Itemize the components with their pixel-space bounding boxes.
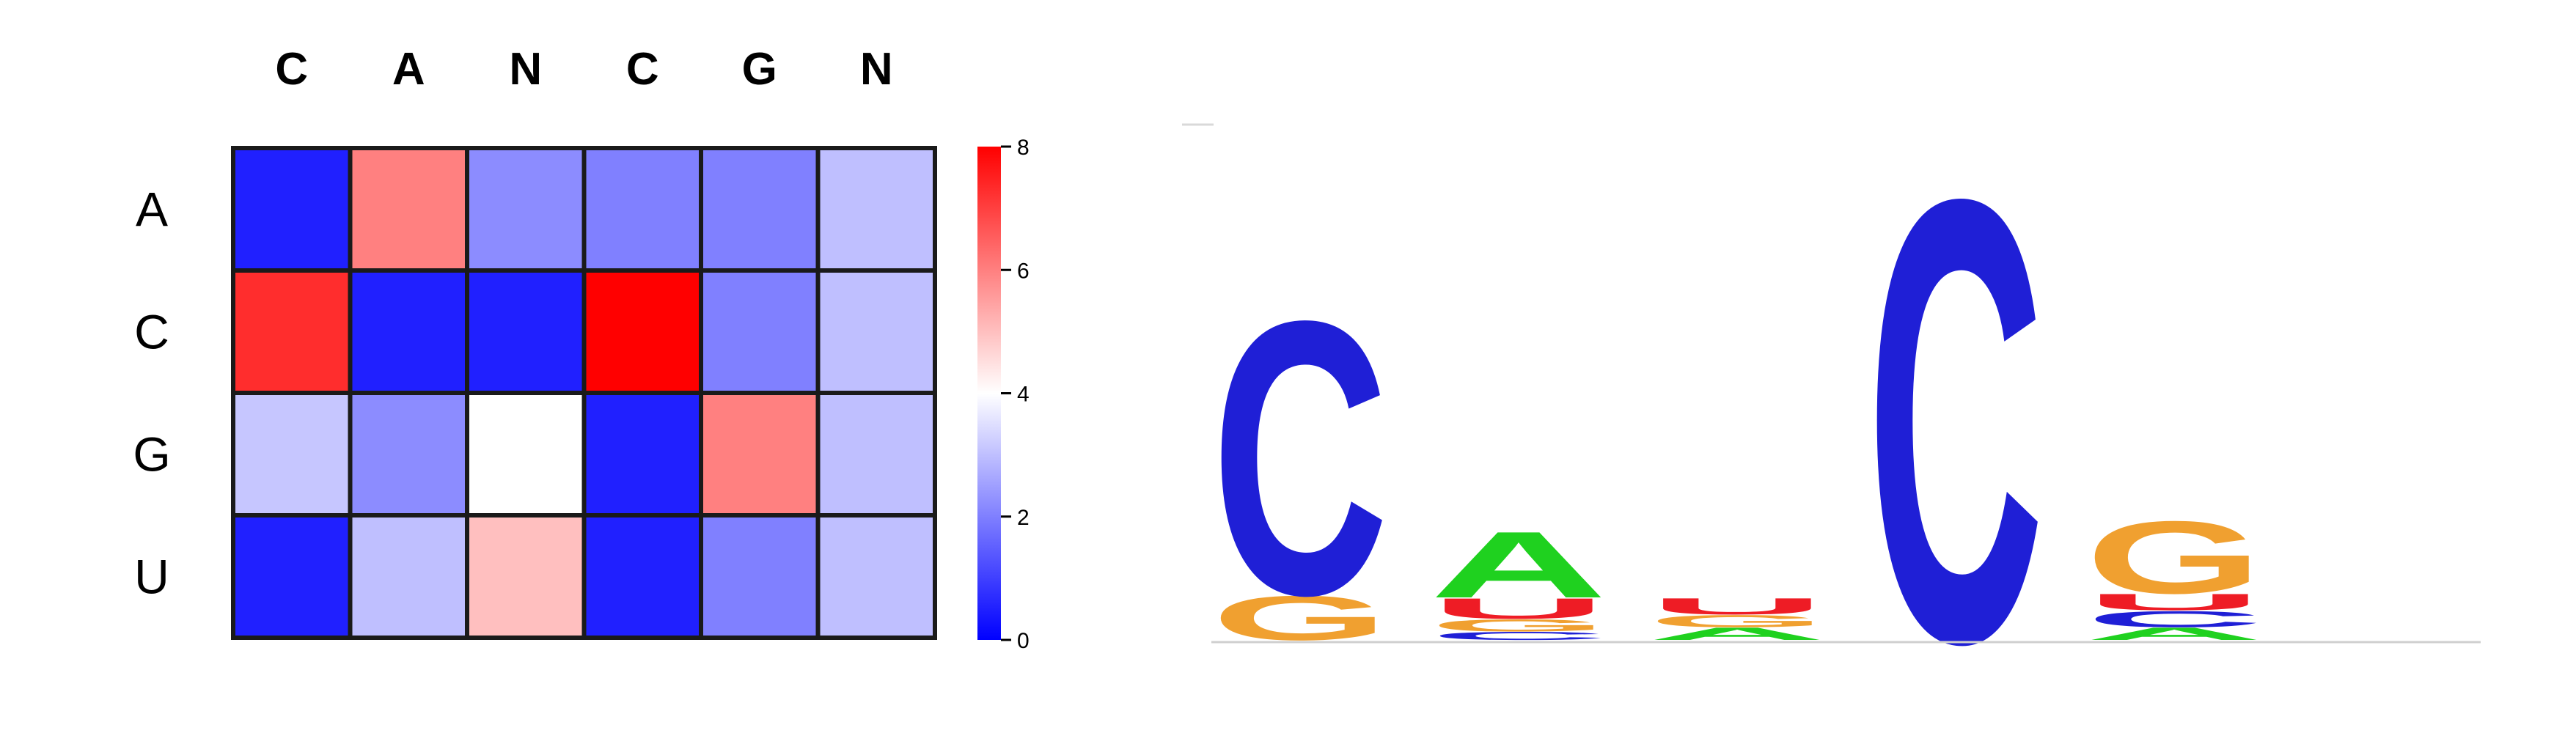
heatmap-cell-G-2 bbox=[467, 393, 584, 515]
colorbar-tick-label-2: 2 bbox=[1017, 506, 1030, 530]
logo-letter-C-pos1: C bbox=[1211, 240, 1389, 677]
logo-letter-glyph: C bbox=[1211, 240, 1389, 677]
logo-letter-glyph: U bbox=[1648, 593, 1826, 619]
heatmap-cell-U-1 bbox=[350, 515, 467, 638]
heatmap-cell-C-3 bbox=[584, 270, 701, 393]
logo-letter-A-pos5: A bbox=[2085, 624, 2263, 644]
heatmap-cell-U-2 bbox=[467, 515, 584, 638]
heatmap-grid bbox=[231, 146, 937, 640]
logo-letter-glyph: U bbox=[2085, 589, 2263, 616]
heatmap-cell-U-4 bbox=[701, 515, 818, 638]
heatmap-cell-A-2 bbox=[467, 148, 584, 270]
logo-letter-glyph: U bbox=[1430, 592, 1607, 625]
logo-letter-glyph: G bbox=[1648, 611, 1826, 630]
heatmap-cells bbox=[233, 148, 935, 638]
logo-letter-glyph: G bbox=[1430, 616, 1607, 635]
heatmap-cell-C-2 bbox=[467, 270, 584, 393]
logo-letter-glyph: C bbox=[2085, 606, 2263, 632]
colorbar-tick-label-8: 8 bbox=[1017, 136, 1030, 160]
heatmap-cell-A-1 bbox=[350, 148, 467, 270]
logo-letter-A-pos3: A bbox=[1648, 624, 1826, 644]
heatmap-cell-U-5 bbox=[818, 515, 935, 638]
logo-letter-A-pos2: A bbox=[1430, 512, 1607, 617]
logo-letter-glyph: C bbox=[1867, 68, 2044, 733]
heatmap-cell-C-0 bbox=[233, 270, 351, 393]
heatmap-cell-U-0 bbox=[233, 515, 351, 638]
column-label-2: N bbox=[509, 44, 542, 95]
colorbar-tick-label-4: 4 bbox=[1017, 383, 1030, 407]
heatmap-cell-G-0 bbox=[233, 393, 351, 515]
heatmap-panel: C A N C G N A C G U bbox=[133, 44, 937, 640]
logo-letter-C-pos4: C bbox=[1867, 68, 2044, 733]
heatmap-cell-A-3 bbox=[584, 148, 701, 270]
column-label-1: A bbox=[392, 44, 425, 95]
logo-letter-G-pos2: G bbox=[1430, 616, 1607, 635]
column-label-5: N bbox=[860, 44, 893, 95]
row-label-U: U bbox=[134, 550, 169, 604]
logo-letter-glyph: C bbox=[1430, 630, 1607, 643]
colorbar-ticks: 0 2 4 6 8 bbox=[1001, 136, 1030, 653]
colorbar: 0 2 4 6 8 bbox=[977, 136, 1030, 653]
row-label-A: A bbox=[136, 183, 168, 237]
colorbar-tick-label-0: 0 bbox=[1017, 629, 1030, 653]
heatmap-cell-U-3 bbox=[584, 515, 701, 638]
heatmap-cell-G-1 bbox=[350, 393, 467, 515]
heatmap-cell-A-0 bbox=[233, 148, 351, 270]
column-label-4: G bbox=[742, 44, 777, 95]
row-label-G: G bbox=[133, 427, 170, 482]
logo-letter-glyph: G bbox=[2085, 500, 2263, 616]
column-label-0: C bbox=[275, 44, 308, 95]
heatmap-cell-A-5 bbox=[818, 148, 935, 270]
logo-letter-U-pos3: U bbox=[1648, 593, 1826, 619]
logo-letter-glyph: A bbox=[1648, 624, 1826, 644]
logo-letter-G-pos5: G bbox=[2085, 500, 2263, 616]
logo-letter-U-pos2: U bbox=[1430, 592, 1607, 625]
heatmap-cell-C-1 bbox=[350, 270, 467, 393]
heatmap-cell-G-4 bbox=[701, 393, 818, 515]
heatmap-cell-C-4 bbox=[701, 270, 818, 393]
logo-letter-C-pos5: C bbox=[2085, 606, 2263, 632]
heatmap-cell-C-5 bbox=[818, 270, 935, 393]
heatmap-row-labels: A C G U bbox=[133, 183, 170, 604]
colorbar-gradient bbox=[977, 147, 1001, 640]
heatmap-cell-G-5 bbox=[818, 393, 935, 515]
heatmap-cell-G-3 bbox=[584, 393, 701, 515]
logo-letter-glyph: A bbox=[1430, 512, 1607, 617]
logo-letter-C-pos2: C bbox=[1430, 630, 1607, 643]
logo-letter-G-pos3: G bbox=[1648, 611, 1826, 630]
heatmap-cell-A-4 bbox=[701, 148, 818, 270]
column-label-3: C bbox=[626, 44, 659, 95]
logo-letter-glyph: A bbox=[2085, 624, 2263, 644]
colorbar-tick-label-6: 6 bbox=[1017, 259, 1030, 283]
logo-letter-U-pos5: U bbox=[2085, 589, 2263, 616]
row-label-C: C bbox=[134, 305, 169, 359]
